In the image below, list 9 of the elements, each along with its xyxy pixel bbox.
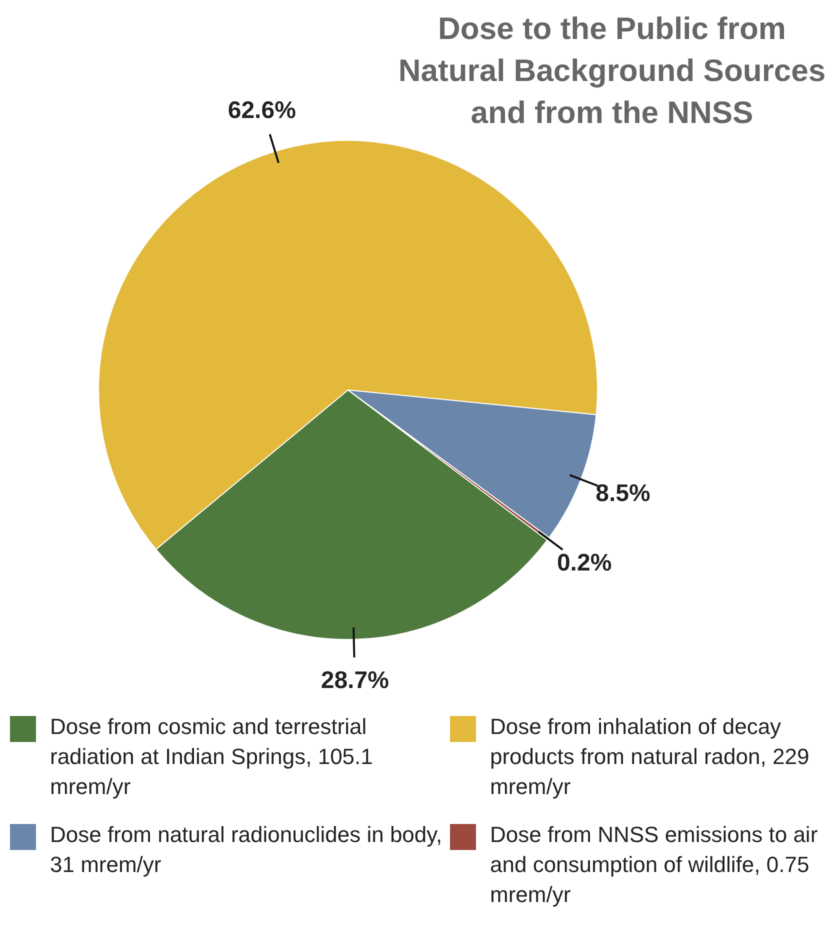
legend-label: Dose from NNSS emissions to air and consumption of wildlife, 0.75 mrem/yr	[490, 821, 819, 909]
data-label: 62.6%	[228, 96, 296, 124]
legend-label: Dose from natural radionuclides in body, 31 mrem/yr	[50, 821, 444, 879]
data-label: 0.2%	[556, 550, 612, 577]
data-label: 28.7%	[320, 667, 389, 694]
legend-label: Dose from inhalation of decay products from natural radon, 229 mrem/yr	[490, 713, 810, 801]
chart-title: Dose to the Public from Natural Background Sources and from the NNSS	[397, 10, 827, 132]
legend-label: Dose from cosmic and terrestrial radiation at Indian Springs, 105.1 mrem/yr	[50, 713, 374, 801]
data-label: 8.5%	[596, 480, 650, 507]
